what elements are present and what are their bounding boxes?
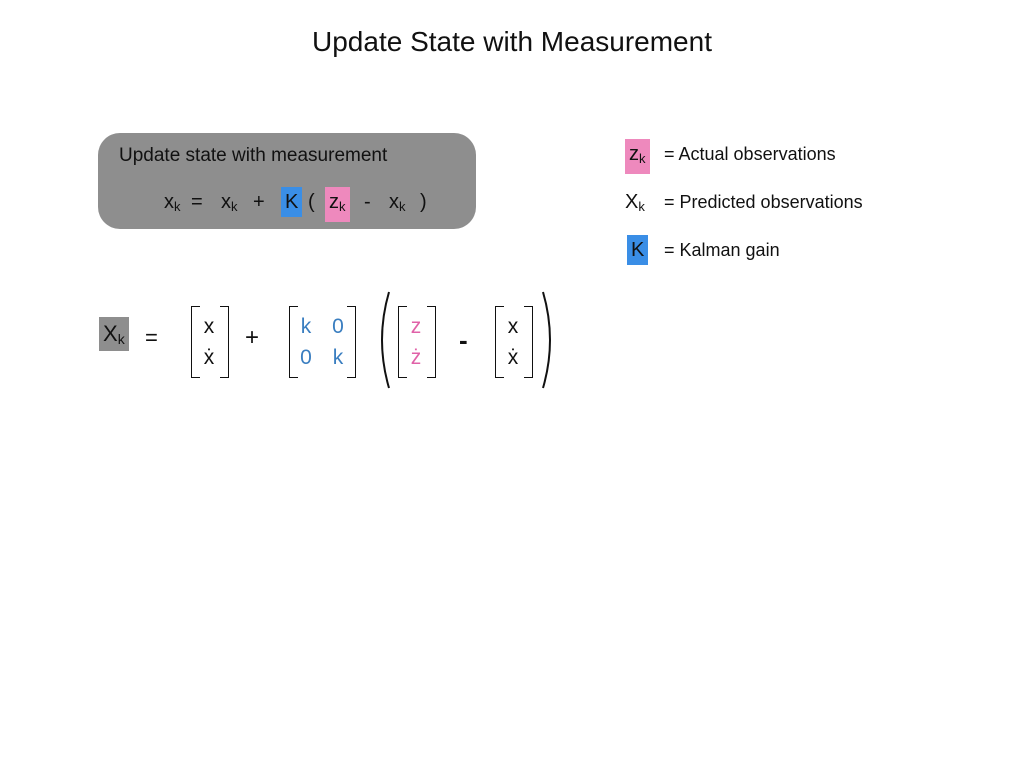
predicted-vector-left-bracket <box>495 306 504 378</box>
state-vector-x: x <box>203 315 215 338</box>
predicted-vector-right-bracket <box>524 306 533 378</box>
state-vector-left-bracket <box>191 306 200 378</box>
measurement-vector-z: z <box>410 315 422 338</box>
gain-matrix-cell: 0 <box>332 315 344 338</box>
matrix-eq-lhs: Xk <box>99 317 129 351</box>
predicted-vector-x: x <box>507 315 519 338</box>
eq-open-paren: ( <box>308 191 315 213</box>
eq-observation: zk <box>325 187 350 222</box>
legend-symbol-x: Xk <box>625 191 645 214</box>
eq-kalman-gain: K <box>281 187 303 217</box>
update-equation: xk = xk + K ( zk - xk ) <box>98 187 476 222</box>
legend-symbol-z: zk <box>625 139 650 174</box>
legend-symbol-k: K <box>627 235 649 265</box>
eq-lhs: xk <box>164 191 181 214</box>
matrix-eq-minus: - <box>459 325 468 355</box>
legend-label: = Predicted observations <box>664 192 863 212</box>
legend-label: = Kalman gain <box>664 240 780 260</box>
eq-minus: - <box>364 191 371 213</box>
gain-matrix-cell: k <box>332 346 344 369</box>
eq-equals: = <box>191 191 203 213</box>
gain-matrix-cell: 0 <box>300 346 312 369</box>
measurement-vector-right-bracket <box>427 306 436 378</box>
gain-matrix-right-bracket <box>347 306 356 378</box>
state-vector-right-bracket <box>220 306 229 378</box>
measurement-vector-zdot: ż <box>410 346 422 369</box>
formula-caption: Update state with measurement <box>119 145 388 166</box>
matrix-eq-equals: = <box>145 325 158 350</box>
legend-label: = Actual observations <box>664 144 836 164</box>
eq-plus: + <box>253 191 265 213</box>
eq-term-predicted: xk <box>389 191 406 214</box>
gain-matrix-cell: k <box>300 315 312 338</box>
big-right-paren <box>542 291 551 389</box>
matrix-eq-plus: + <box>245 324 260 351</box>
gain-matrix-left-bracket <box>289 306 298 378</box>
measurement-vector-left-bracket <box>398 306 407 378</box>
formula-box: Update state with measurement xk = xk + … <box>98 133 476 229</box>
predicted-vector-xdot: ẋ <box>507 346 519 369</box>
page-title: Update State with Measurement <box>312 26 712 57</box>
eq-term-state: xk <box>221 191 238 214</box>
state-vector-xdot: ẋ <box>203 346 215 369</box>
eq-close-paren: ) <box>420 191 427 213</box>
big-left-paren <box>381 291 390 389</box>
